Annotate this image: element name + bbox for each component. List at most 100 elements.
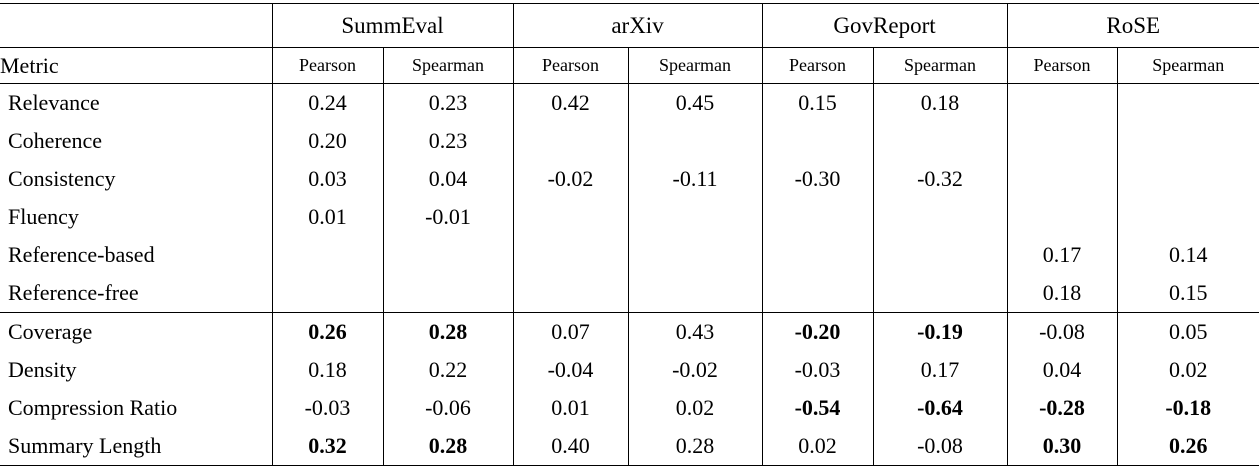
- value-cell: 0.42: [512, 83, 629, 122]
- value-cell: 0.40: [512, 427, 629, 466]
- value-cell: [1116, 160, 1259, 198]
- value-cell: -0.30: [761, 160, 874, 198]
- metric-cell: Relevance: [8, 90, 100, 115]
- value-cell: [512, 236, 629, 274]
- value-cell: [627, 274, 763, 313]
- group-header-govreport: GovReport: [761, 3, 1008, 48]
- value-cell: [627, 198, 763, 236]
- value-cell: -0.03: [761, 351, 874, 389]
- value-cell: [271, 274, 383, 313]
- value-cell: 0.17: [872, 351, 1008, 389]
- column-header-row: Metric Pearson Spearman Pearson Spearman…: [0, 47, 1259, 84]
- subheader-spearman: Spearman: [627, 47, 763, 84]
- value-cell: [761, 122, 874, 160]
- value-cell: [1116, 83, 1259, 122]
- table-row: Compression Ratio -0.03 -0.06 0.01 0.02 -0.54…: [0, 389, 1259, 427]
- value-cell: [872, 198, 1008, 236]
- table-row: Coherence 0.20 0.23: [0, 122, 1259, 160]
- value-cell: [382, 236, 514, 274]
- table-row: Reference-based 0.17 0.14: [0, 236, 1259, 274]
- value-cell: -0.06: [382, 389, 514, 427]
- value-cell: [1006, 122, 1118, 160]
- subheader-pearson: Pearson: [271, 47, 383, 84]
- value-cell: 0.18: [271, 351, 383, 389]
- table-row: Consistency 0.03 0.04 -0.02 -0.11 -0.30 -0.32: [0, 160, 1259, 198]
- metric-cell: Coherence: [8, 128, 103, 153]
- dataset-group-header-row: SummEval arXiv GovReport RoSE: [0, 3, 1259, 48]
- value-cell: [761, 236, 874, 274]
- subheader-pearson: Pearson: [512, 47, 629, 84]
- subheader-pearson: Pearson: [1006, 47, 1118, 84]
- metric-cell: Reference-based: [8, 242, 155, 267]
- table-row: Relevance 0.24 0.23 0.42 0.45 0.15 0.18: [0, 83, 1259, 122]
- value-cell: [1006, 83, 1118, 122]
- subheader-spearman: Spearman: [1116, 47, 1259, 84]
- value-cell: 0.04: [1006, 351, 1118, 389]
- value-cell: 0.20: [271, 122, 383, 160]
- value-cell: -0.18: [1116, 389, 1259, 427]
- value-cell: -0.54: [761, 389, 874, 427]
- metric-cell: Consistency: [8, 166, 116, 191]
- value-cell: 0.28: [627, 427, 763, 466]
- table-row: Density 0.18 0.22 -0.04 -0.02 -0.03 0.17 0.04 0.…: [0, 351, 1259, 389]
- value-cell: 0.43: [627, 312, 763, 351]
- value-cell: -0.01: [382, 198, 514, 236]
- subheader-spearman: Spearman: [872, 47, 1008, 84]
- value-cell: 0.02: [1116, 351, 1259, 389]
- value-cell: [761, 274, 874, 313]
- value-cell: -0.03: [271, 389, 383, 427]
- value-cell: -0.02: [512, 160, 629, 198]
- corner-cell: [0, 3, 272, 48]
- value-cell: 0.17: [1006, 236, 1118, 274]
- value-cell: [512, 198, 629, 236]
- value-cell: -0.08: [872, 427, 1008, 466]
- metric-column-header: Metric: [0, 47, 272, 84]
- value-cell: 0.26: [1116, 427, 1259, 466]
- value-cell: [761, 198, 874, 236]
- value-cell: [872, 236, 1008, 274]
- value-cell: [512, 274, 629, 313]
- value-cell: -0.11: [627, 160, 763, 198]
- value-cell: 0.02: [627, 389, 763, 427]
- value-cell: [1116, 122, 1259, 160]
- value-cell: 0.14: [1116, 236, 1259, 274]
- table-row: Fluency 0.01 -0.01: [0, 198, 1259, 236]
- metric-cell: Fluency: [8, 204, 79, 229]
- value-cell: -0.20: [761, 312, 874, 351]
- value-cell: 0.45: [627, 83, 763, 122]
- value-cell: 0.15: [1116, 274, 1259, 313]
- correlation-table: SummEval arXiv GovReport RoSE Metric Pea…: [0, 3, 1259, 466]
- value-cell: [627, 236, 763, 274]
- value-cell: 0.28: [382, 427, 514, 466]
- value-cell: -0.32: [872, 160, 1008, 198]
- value-cell: -0.08: [1006, 312, 1118, 351]
- value-cell: [872, 122, 1008, 160]
- value-cell: 0.32: [271, 427, 383, 466]
- value-cell: 0.01: [271, 198, 383, 236]
- value-cell: -0.02: [627, 351, 763, 389]
- metric-cell: Density: [8, 357, 77, 382]
- value-cell: -0.19: [872, 312, 1008, 351]
- value-cell: [382, 274, 514, 313]
- value-cell: -0.28: [1006, 389, 1118, 427]
- value-cell: 0.18: [872, 83, 1008, 122]
- value-cell: -0.64: [872, 389, 1008, 427]
- value-cell: 0.30: [1006, 427, 1118, 466]
- value-cell: 0.28: [382, 312, 514, 351]
- group-header-arxiv: arXiv: [512, 3, 763, 48]
- group-header-summeval: SummEval: [271, 3, 514, 48]
- value-cell: [627, 122, 763, 160]
- table-row: Summary Length 0.32 0.28 0.40 0.28 0.02 -0.08 0…: [0, 427, 1259, 466]
- metric-cell: Compression Ratio: [8, 395, 178, 420]
- value-cell: 0.22: [382, 351, 514, 389]
- value-cell: 0.23: [382, 122, 514, 160]
- metric-cell: Summary Length: [0, 427, 272, 466]
- value-cell: 0.02: [761, 427, 874, 466]
- value-cell: [1006, 198, 1118, 236]
- subheader-pearson: Pearson: [761, 47, 874, 84]
- subheader-spearman: Spearman: [382, 47, 514, 84]
- value-cell: [1116, 198, 1259, 236]
- value-cell: [1006, 160, 1118, 198]
- value-cell: 0.24: [271, 83, 383, 122]
